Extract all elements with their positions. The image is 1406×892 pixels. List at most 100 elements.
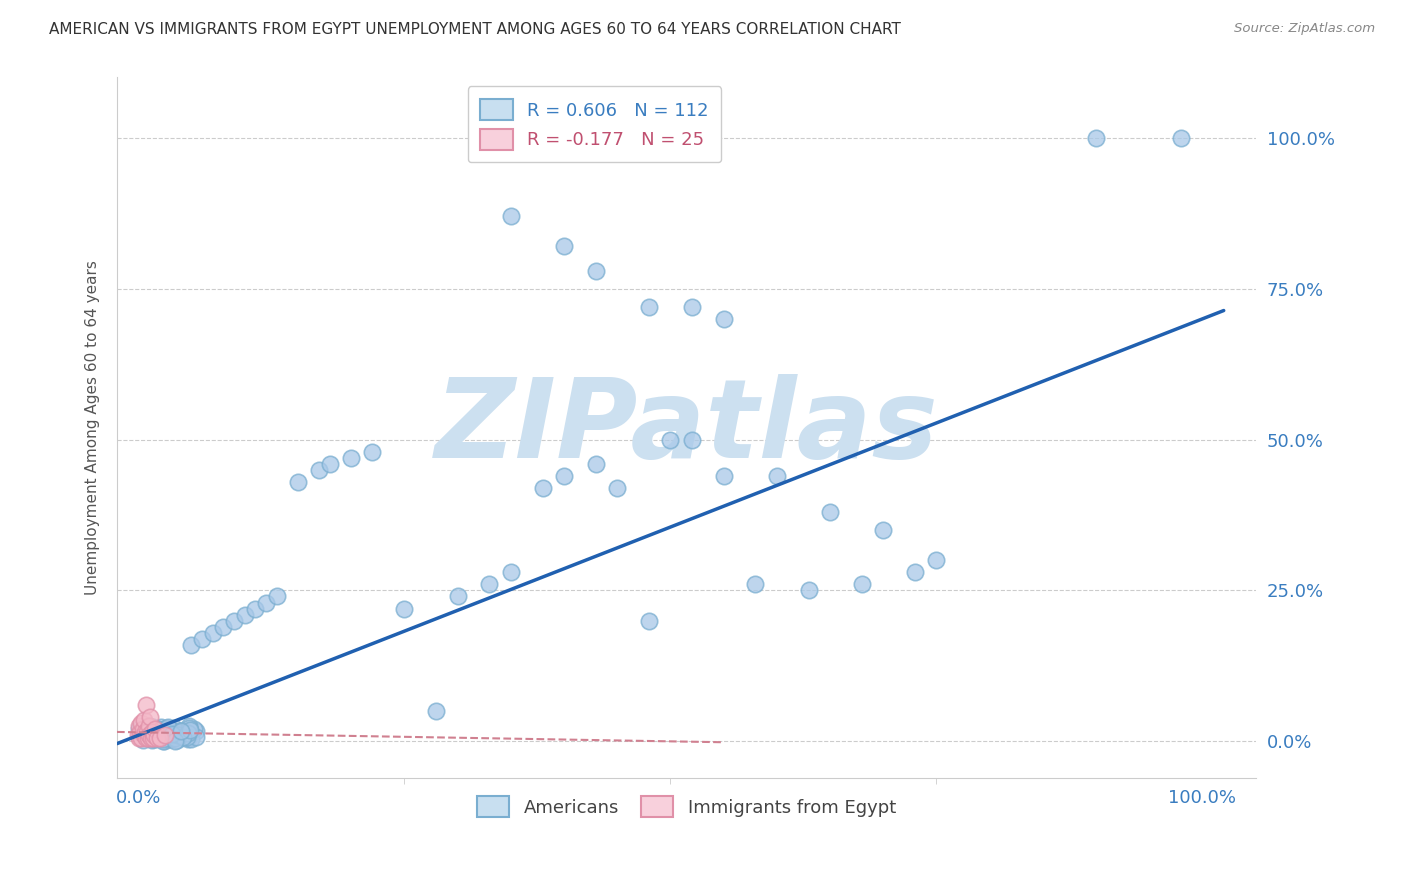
Point [713,311,735,326]
Point [128,722,150,736]
Point [132,724,155,739]
Point [180,731,202,746]
Point [184,723,207,738]
Point [145,730,167,744]
Y-axis label: Unemployment Among Ages 60 to 64 years: Unemployment Among Ages 60 to 64 years [86,260,100,595]
Point [394,601,416,615]
Point [818,505,841,519]
Point [157,723,180,737]
Point [266,590,288,604]
Point [681,300,703,314]
Point [152,729,174,743]
Point [222,614,245,628]
Point [138,719,160,733]
Point [287,475,309,489]
Point [163,731,186,745]
Point [233,607,256,622]
Point [179,723,201,738]
Point [744,577,766,591]
Point [361,444,384,458]
Point [169,723,191,738]
Point [141,732,163,747]
Point [797,583,820,598]
Point [163,731,186,746]
Point [606,481,628,495]
Point [146,726,169,740]
Point [136,731,159,746]
Point [134,725,156,739]
Point [177,719,200,733]
Point [129,725,152,739]
Point [148,722,170,736]
Point [319,457,342,471]
Point [499,566,522,580]
Point [163,721,186,735]
Point [143,723,166,737]
Point [152,729,174,743]
Point [553,239,575,253]
Point [153,728,176,742]
Text: AMERICAN VS IMMIGRANTS FROM EGYPT UNEMPLOYMENT AMONG AGES 60 TO 64 YEARS CORRELA: AMERICAN VS IMMIGRANTS FROM EGYPT UNEMPL… [49,22,901,37]
Point [138,725,160,739]
Point [184,730,207,744]
Point [162,728,184,742]
Point [177,732,200,747]
Point [132,713,155,727]
Point [585,457,607,471]
Point [155,731,177,746]
Point [904,566,927,580]
Point [167,725,190,739]
Point [131,730,153,744]
Point [659,433,682,447]
Point [531,481,554,495]
Point [138,728,160,742]
Point [146,726,169,740]
Point [165,730,187,744]
Point [156,729,179,743]
Text: ZIPatlas: ZIPatlas [434,374,938,481]
Point [499,209,522,223]
Point [134,725,156,739]
Point [159,722,181,736]
Point [162,726,184,740]
Point [167,726,190,740]
Point [132,728,155,742]
Point [163,733,186,747]
Point [143,728,166,742]
Point [139,731,162,746]
Point [135,698,157,713]
Point [183,722,205,736]
Point [169,729,191,743]
Text: Source: ZipAtlas.com: Source: ZipAtlas.com [1234,22,1375,36]
Point [681,433,703,447]
Point [139,710,162,724]
Point [153,733,176,747]
Point [157,726,180,740]
Point [142,731,165,746]
Point [148,731,170,746]
Point [179,721,201,735]
Point [157,719,180,733]
Point [163,726,186,740]
Point [143,726,166,740]
Point [585,263,607,277]
Point [553,468,575,483]
Point [478,577,501,591]
Point [127,728,149,742]
Point [166,733,188,747]
Point [713,468,735,483]
Point [142,721,165,735]
Point [135,731,157,746]
Point [131,716,153,731]
Point [134,719,156,733]
Point [169,728,191,742]
Point [1085,130,1108,145]
Point [148,728,170,742]
Point [1170,130,1192,145]
Point [148,724,170,739]
Point [638,300,661,314]
Point [172,730,194,744]
Point [340,450,363,465]
Point [128,719,150,733]
Point [159,732,181,747]
